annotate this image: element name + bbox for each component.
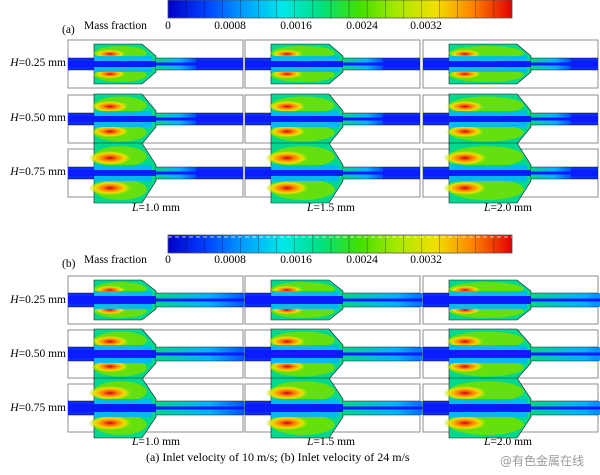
contour-cell-b-r2-c2 [244,328,453,380]
colorbar-b [167,234,513,254]
contour-cell-b-r1-c1 [67,275,266,325]
panel-a-row-label-2: H=0.50 mm [10,112,66,124]
panel-b-row-label-2: H=0.50 mm [10,348,66,360]
panel-b-tick-0: 0 [165,254,171,266]
panel-b-col-label-3: L=2.0 mm [483,436,533,448]
contour-cell-a-r1-c1 [67,39,244,89]
panel-a-tick-1: 0.0008 [214,20,246,32]
panel-a-label: (a) [62,24,75,36]
colorbar-a [167,0,513,19]
panel-a-tick-3: 0.0024 [346,20,378,32]
panel-b-col-label-2: L=1.5 mm [306,436,356,448]
contour-cell-a-r2-c3 [422,93,599,145]
panel-b-tick-4: 0.0032 [410,254,442,266]
contour-cell-b-r2-c3 [422,328,600,380]
panel-a-tick-2: 0.0016 [280,20,312,32]
panel-b-tick-3: 0.0024 [346,254,378,266]
panel-b-colorbar-title: Mass fraction [84,254,147,266]
contour-cell-a-r3-c3 [422,142,599,204]
contour-cell-b-r1-c2 [244,275,453,325]
panel-a-colorbar-title: Mass fraction [84,20,147,32]
panel-b-row-label-1: H=0.25 mm [10,294,66,306]
contour-cell-b-r2-c1 [67,328,266,380]
panel-a-tick-0: 0 [165,20,171,32]
figure-caption: (a) Inlet velocity of 10 m/s; (b) Inlet … [146,450,410,464]
panel-a-col-label-2: L=1.5 mm [306,202,356,214]
contour-cell-a-r1-c2 [244,39,421,89]
contour-cell-b-r3-c3 [422,377,600,439]
contour-cell-b-r3-c2 [244,377,453,439]
panel-b-col-label-1: L=1.0 mm [131,436,181,448]
panel-b-tick-2: 0.0016 [280,254,312,266]
contour-cell-a-r3-c2 [244,142,421,204]
contour-cell-a-r2-c1 [67,93,244,145]
panel-a-row-label-3: H=0.75 mm [10,166,66,178]
panel-b-row-label-3: H=0.75 mm [10,402,66,414]
watermark: @有色金属在线 [500,454,585,468]
panel-b-tick-1: 0.0008 [214,254,246,266]
contour-cell-a-r2-c2 [244,93,421,145]
contour-cell-a-r1-c3 [422,39,599,89]
contour-cell-a-r3-c1 [67,142,244,204]
panel-b-label: (b) [62,258,76,270]
panel-a-tick-4: 0.0032 [410,20,442,32]
contour-cell-b-r3-c1 [67,377,266,439]
contour-cell-b-r1-c3 [422,275,600,325]
panel-a-row-label-1: H=0.25 mm [10,57,66,69]
panel-a-col-label-1: L=1.0 mm [131,202,181,214]
panel-a-col-label-3: L=2.0 mm [483,202,533,214]
